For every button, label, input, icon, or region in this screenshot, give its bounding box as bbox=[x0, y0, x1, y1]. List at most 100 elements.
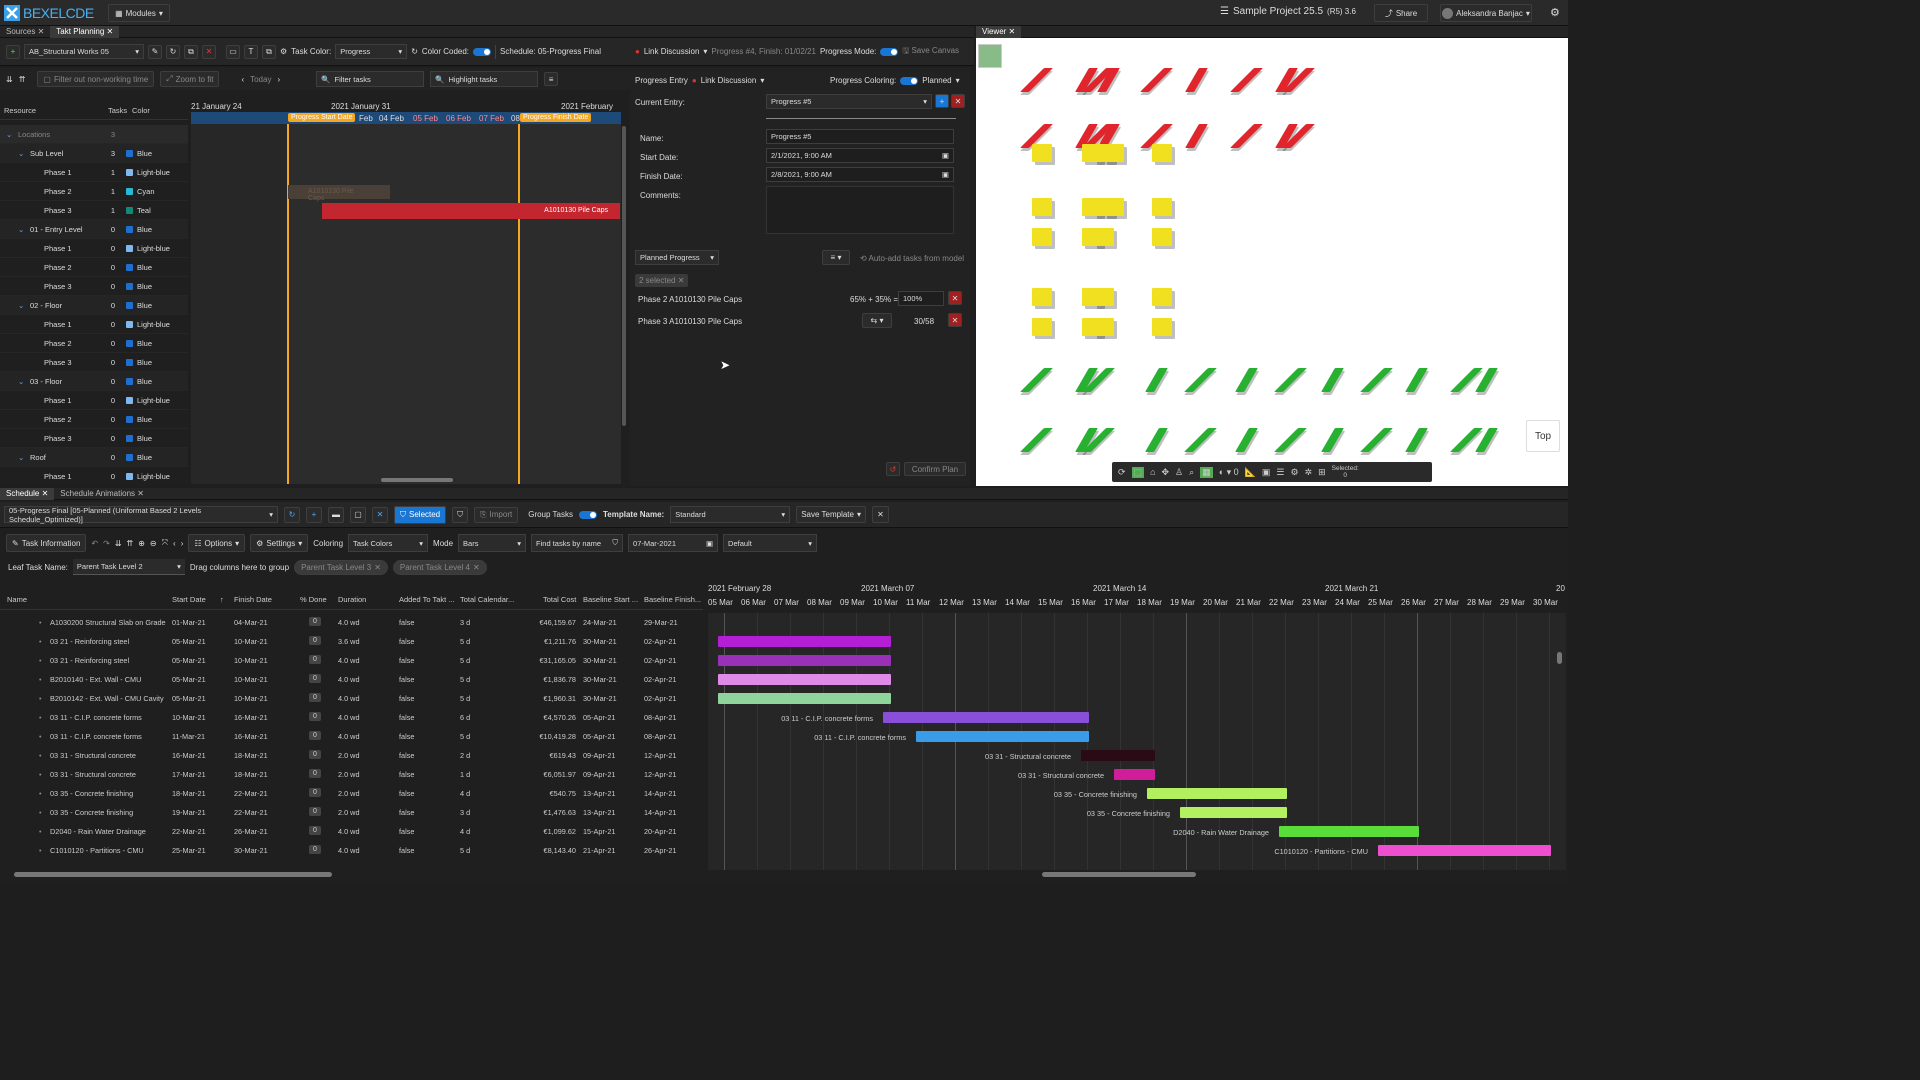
add-entry-button[interactable]: + bbox=[935, 94, 949, 108]
color-swatch[interactable] bbox=[126, 301, 133, 309]
collapse-all-icon[interactable]: ⇊ bbox=[114, 538, 122, 548]
start-date-input[interactable]: 2/1/2021, 9:00 AM ▣ bbox=[766, 148, 954, 163]
table-row[interactable]: • 03 11 - C.I.P. concrete forms 10-Mar-21 1… bbox=[0, 708, 703, 727]
color-swatch[interactable] bbox=[126, 244, 133, 252]
model-element[interactable] bbox=[1032, 288, 1052, 306]
takt-schedule-select[interactable]: AB_Structural Works 05 ▾ bbox=[24, 44, 144, 59]
model-element[interactable] bbox=[1185, 68, 1208, 92]
color-swatch[interactable] bbox=[126, 168, 133, 176]
table-row[interactable]: • 03 31 - Structural concrete 16-Mar-21 18-… bbox=[0, 746, 703, 765]
table-row[interactable]: • 03 21 - Reinforcing steel 05-Mar-21 10-Ma… bbox=[0, 632, 703, 651]
chevron-left-icon[interactable]: ‹ bbox=[173, 538, 176, 548]
gantt-bar[interactable] bbox=[718, 655, 891, 666]
model-element[interactable] bbox=[1094, 318, 1114, 336]
top-view-button[interactable]: Top bbox=[1526, 420, 1560, 452]
model-element[interactable] bbox=[1405, 428, 1428, 452]
column-tasks[interactable]: Tasks bbox=[108, 106, 128, 115]
list-icon[interactable]: ☰ bbox=[1276, 466, 1285, 477]
template-select[interactable]: Standard ▾ bbox=[670, 506, 791, 523]
vertical-scrollbar[interactable] bbox=[622, 126, 626, 426]
progress-type-select[interactable]: ⇆ ▾ bbox=[862, 313, 892, 328]
progress-finish-marker[interactable]: Progress Finish Date bbox=[520, 113, 592, 122]
tab-schedule[interactable]: Schedule ✕ bbox=[0, 487, 55, 500]
chevron-down-icon[interactable]: ⌄ bbox=[18, 376, 25, 386]
save-template-button[interactable]: Save Template ▾ bbox=[796, 506, 866, 523]
vertical-scrollbar[interactable] bbox=[1557, 652, 1562, 664]
sort-up-icon[interactable]: ↑ bbox=[220, 595, 224, 604]
resource-row[interactable]: ⌄ 03 - Floor 0 Blue bbox=[0, 372, 188, 391]
copy-icon[interactable]: ▢ bbox=[350, 506, 366, 523]
measure-icon[interactable]: 📐 bbox=[1244, 466, 1256, 477]
task-information-button[interactable]: ✎ Task Information bbox=[6, 534, 87, 552]
resource-row[interactable]: Phase 2 0 Blue bbox=[0, 334, 188, 353]
table-row[interactable]: • 03 35 - Concrete finishing 18-Mar-21 22-M… bbox=[0, 784, 703, 803]
import-button[interactable]: ⎘ Import bbox=[474, 506, 519, 523]
model-element[interactable] bbox=[1184, 368, 1217, 392]
progress-value-input[interactable]: 100% bbox=[898, 291, 944, 306]
model-element[interactable] bbox=[1321, 428, 1344, 452]
mode-select[interactable]: Bars ▾ bbox=[458, 534, 527, 552]
table-row[interactable]: • D2040 - Rain Water Drainage 22-Mar-21 26-… bbox=[0, 822, 703, 841]
task-color-select[interactable]: Progress ▾ bbox=[335, 44, 408, 59]
undo-icon[interactable]: ↶ bbox=[91, 538, 99, 548]
gantt-bar[interactable] bbox=[916, 731, 1089, 742]
table-row[interactable]: • 03 11 - C.I.P. concrete forms 11-Mar-21 1… bbox=[0, 727, 703, 746]
duplicate-icon[interactable]: ⧉ bbox=[262, 44, 276, 59]
resource-row[interactable]: Phase 3 0 Blue bbox=[0, 277, 188, 296]
model-element[interactable] bbox=[1152, 228, 1172, 246]
text-icon[interactable]: T bbox=[244, 44, 258, 59]
group-chip[interactable]: Parent Task Level 3 ✕ bbox=[294, 559, 388, 575]
model-element[interactable] bbox=[1032, 318, 1052, 336]
progress-coloring-value[interactable]: Planned bbox=[922, 76, 952, 85]
viewcube-icon[interactable] bbox=[978, 44, 1002, 68]
zoom-to-fit-button[interactable]: ⤢ Zoom to fit bbox=[160, 71, 220, 87]
table-row[interactable]: • C1010120 - Partitions - CMU 25-Mar-21 30-… bbox=[0, 841, 703, 860]
options-button[interactable]: ☷ Options ▾ bbox=[188, 534, 246, 552]
close-icon[interactable]: ✕ bbox=[372, 506, 388, 523]
progress-coloring-toggle[interactable] bbox=[900, 76, 919, 85]
takt-task-bar[interactable]: A1010130 Pile Caps bbox=[322, 203, 620, 219]
modules-button[interactable]: ▦ Modules ▾ bbox=[108, 4, 170, 22]
model-element[interactable] bbox=[1104, 144, 1124, 162]
model-element[interactable] bbox=[1145, 368, 1168, 392]
expand-all-icon[interactable]: ⇈ bbox=[18, 74, 26, 84]
resource-row[interactable]: Phase 3 0 Blue bbox=[0, 429, 188, 448]
resource-row[interactable]: ⌄ 01 - Entry Level 0 Blue bbox=[0, 220, 188, 239]
color-swatch[interactable] bbox=[126, 320, 133, 328]
chevron-down-icon[interactable]: ⌄ bbox=[18, 148, 25, 158]
gantt-bar[interactable] bbox=[1147, 788, 1287, 799]
color-swatch[interactable] bbox=[126, 225, 133, 233]
gantt-bar[interactable] bbox=[1279, 826, 1419, 837]
gear-icon[interactable]: ⚙ bbox=[1550, 7, 1560, 19]
rotate-icon[interactable]: ⟳ bbox=[1118, 466, 1126, 477]
model-element[interactable] bbox=[1230, 124, 1263, 148]
gantt-bar[interactable] bbox=[718, 693, 891, 704]
resource-row[interactable]: ⌄ Sub Level 3 Blue bbox=[0, 144, 188, 163]
refresh-icon[interactable]: ↻ bbox=[284, 506, 300, 523]
walk-icon[interactable]: ♙ bbox=[1175, 466, 1184, 477]
expand-all-icon[interactable]: ⇈ bbox=[126, 538, 134, 548]
tab-takt-planning[interactable]: Takt Planning ✕ bbox=[50, 25, 120, 38]
chevron-down-icon[interactable]: ▾ bbox=[955, 76, 960, 85]
zoom-icon[interactable]: ⌕ bbox=[1189, 466, 1195, 477]
layout-icon[interactable]: ▭ bbox=[226, 44, 240, 59]
delete-entry-button[interactable]: ✕ bbox=[951, 94, 965, 108]
resource-row[interactable]: Phase 1 0 Light-blue bbox=[0, 391, 188, 410]
fit-icon[interactable]: ⤧ bbox=[161, 538, 169, 547]
gantt-bar[interactable] bbox=[1378, 845, 1551, 856]
remove-item-button[interactable]: ✕ bbox=[948, 313, 962, 327]
column-added-to-takt[interactable]: Added To Takt ... bbox=[399, 595, 455, 604]
chevron-right-icon[interactable]: › bbox=[277, 74, 281, 84]
save-icon[interactable]: ▬ bbox=[328, 506, 344, 523]
resource-row[interactable]: Phase 3 1 Teal bbox=[0, 201, 188, 220]
resource-row[interactable]: Phase 1 1 Light-blue bbox=[0, 163, 188, 182]
delete-icon[interactable]: ✕ bbox=[202, 44, 216, 59]
table-row[interactable]: • B2010140 - Ext. Wall - CMU 05-Mar-21 10-M… bbox=[0, 670, 703, 689]
color-swatch[interactable] bbox=[126, 149, 133, 157]
table-row[interactable]: • B2010142 - Ext. Wall - CMU Cavity 05-Mar… bbox=[0, 689, 703, 708]
add-icon[interactable]: + bbox=[306, 506, 322, 523]
home-icon[interactable]: ⌂ bbox=[1150, 467, 1156, 477]
color-swatch[interactable] bbox=[126, 453, 133, 461]
model-element[interactable] bbox=[1152, 198, 1172, 216]
resource-row[interactable]: Phase 2 0 Blue bbox=[0, 258, 188, 277]
